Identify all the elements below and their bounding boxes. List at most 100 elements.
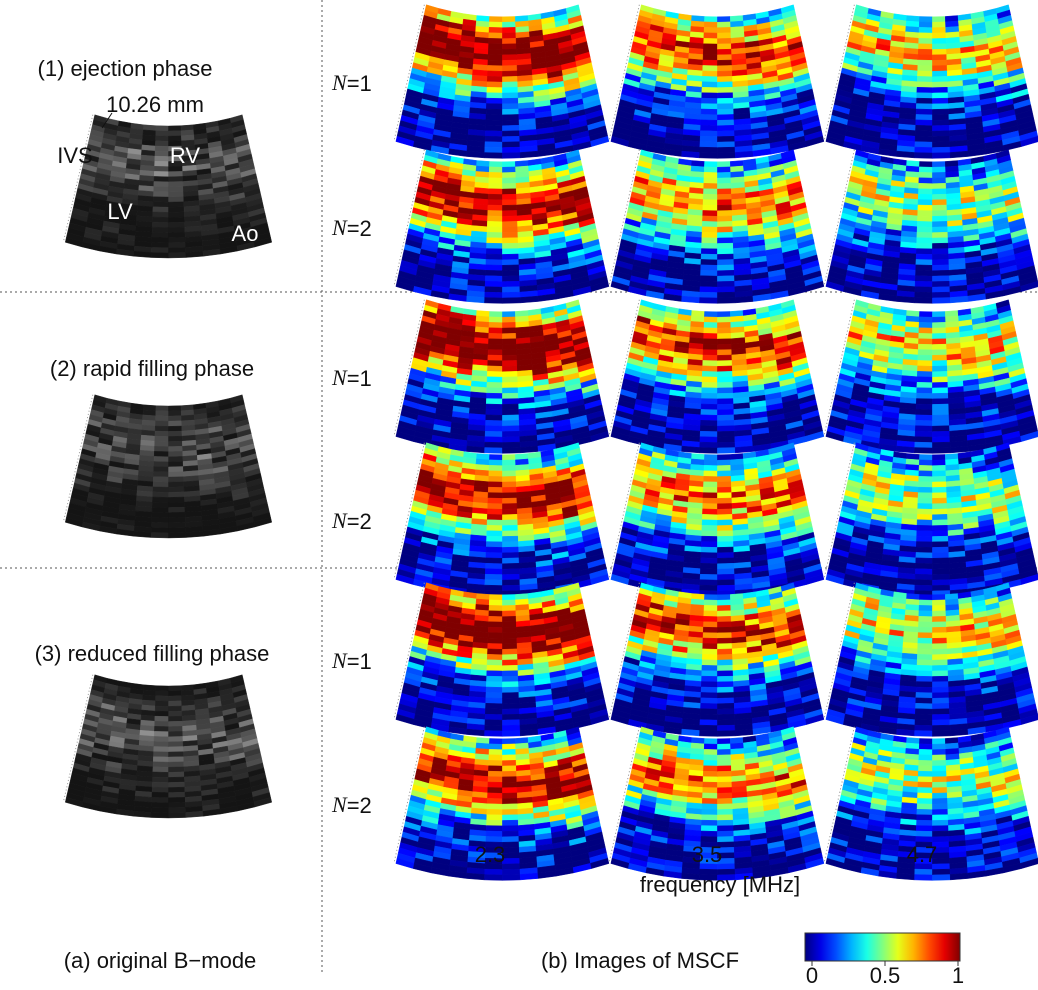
cell	[932, 87, 948, 93]
cell	[682, 151, 700, 158]
cell	[169, 436, 183, 441]
cell	[502, 172, 515, 178]
cell	[919, 328, 933, 334]
cell	[169, 441, 183, 446]
cell	[704, 27, 717, 33]
cell	[169, 431, 183, 436]
cell	[717, 153, 735, 159]
cell	[932, 498, 947, 504]
cell	[488, 60, 503, 66]
cell	[915, 574, 932, 580]
cell	[703, 339, 717, 345]
cell	[717, 558, 734, 564]
cell	[154, 456, 169, 462]
cell	[502, 547, 518, 553]
cell	[489, 172, 502, 178]
cell	[153, 202, 168, 207]
cell	[169, 171, 183, 177]
cell	[487, 520, 502, 526]
cell	[169, 406, 182, 411]
cell	[484, 298, 502, 304]
cell	[502, 270, 519, 276]
cell	[916, 399, 932, 405]
cell	[932, 471, 946, 477]
cell	[932, 509, 947, 515]
cell	[502, 431, 519, 437]
cell	[703, 210, 718, 216]
cell	[699, 153, 717, 159]
cell	[932, 542, 948, 548]
cell	[502, 487, 516, 493]
cell	[915, 292, 933, 298]
cell	[169, 502, 185, 508]
cell	[918, 60, 933, 66]
cell	[488, 339, 502, 345]
cell	[502, 344, 516, 350]
cell	[915, 287, 933, 293]
cell	[932, 409, 949, 415]
cell	[702, 93, 718, 99]
cell	[917, 388, 933, 394]
cell	[917, 232, 933, 238]
cell	[502, 120, 519, 126]
cell	[153, 482, 168, 487]
cell	[484, 153, 502, 159]
cell	[485, 276, 502, 282]
cell	[502, 525, 518, 531]
cell	[916, 254, 932, 260]
cell	[156, 411, 169, 416]
cell	[169, 533, 186, 539]
cell	[487, 238, 503, 244]
cell	[932, 558, 949, 564]
cell	[486, 536, 502, 542]
cell	[155, 416, 168, 421]
cell	[155, 431, 169, 436]
cell	[704, 33, 718, 39]
cell	[699, 298, 717, 304]
cell	[701, 536, 717, 542]
cell	[169, 421, 182, 427]
cell	[488, 482, 502, 488]
cell	[169, 461, 184, 467]
cell	[932, 431, 949, 437]
cell	[932, 531, 948, 537]
cell	[717, 317, 730, 323]
cell	[155, 421, 168, 427]
cell	[932, 38, 946, 44]
cell	[502, 221, 517, 227]
cell	[701, 104, 717, 110]
cell	[502, 249, 518, 255]
cell	[717, 547, 733, 553]
cell	[486, 265, 503, 271]
cell	[704, 317, 717, 323]
cell	[487, 531, 503, 537]
cell	[918, 498, 933, 504]
cell	[489, 328, 503, 334]
cell	[717, 109, 733, 115]
cell	[704, 178, 718, 184]
cell	[152, 232, 169, 238]
cell	[488, 194, 502, 200]
sector-image	[394, 150, 609, 304]
cell	[502, 399, 518, 405]
cell	[702, 71, 717, 77]
cell	[502, 605, 515, 611]
cell	[717, 249, 733, 255]
cell	[502, 189, 516, 195]
cell	[717, 493, 731, 499]
cell	[700, 426, 717, 432]
cell	[487, 76, 502, 82]
cell	[502, 409, 519, 415]
cell	[169, 517, 186, 523]
cell	[918, 360, 933, 366]
cell	[134, 531, 152, 537]
cell	[169, 477, 184, 482]
cell	[485, 709, 502, 715]
cell	[916, 243, 932, 249]
cell	[717, 585, 735, 591]
cell	[916, 104, 932, 110]
cell	[487, 382, 503, 388]
cell	[919, 172, 932, 178]
cell	[717, 76, 732, 82]
cell	[932, 339, 946, 345]
